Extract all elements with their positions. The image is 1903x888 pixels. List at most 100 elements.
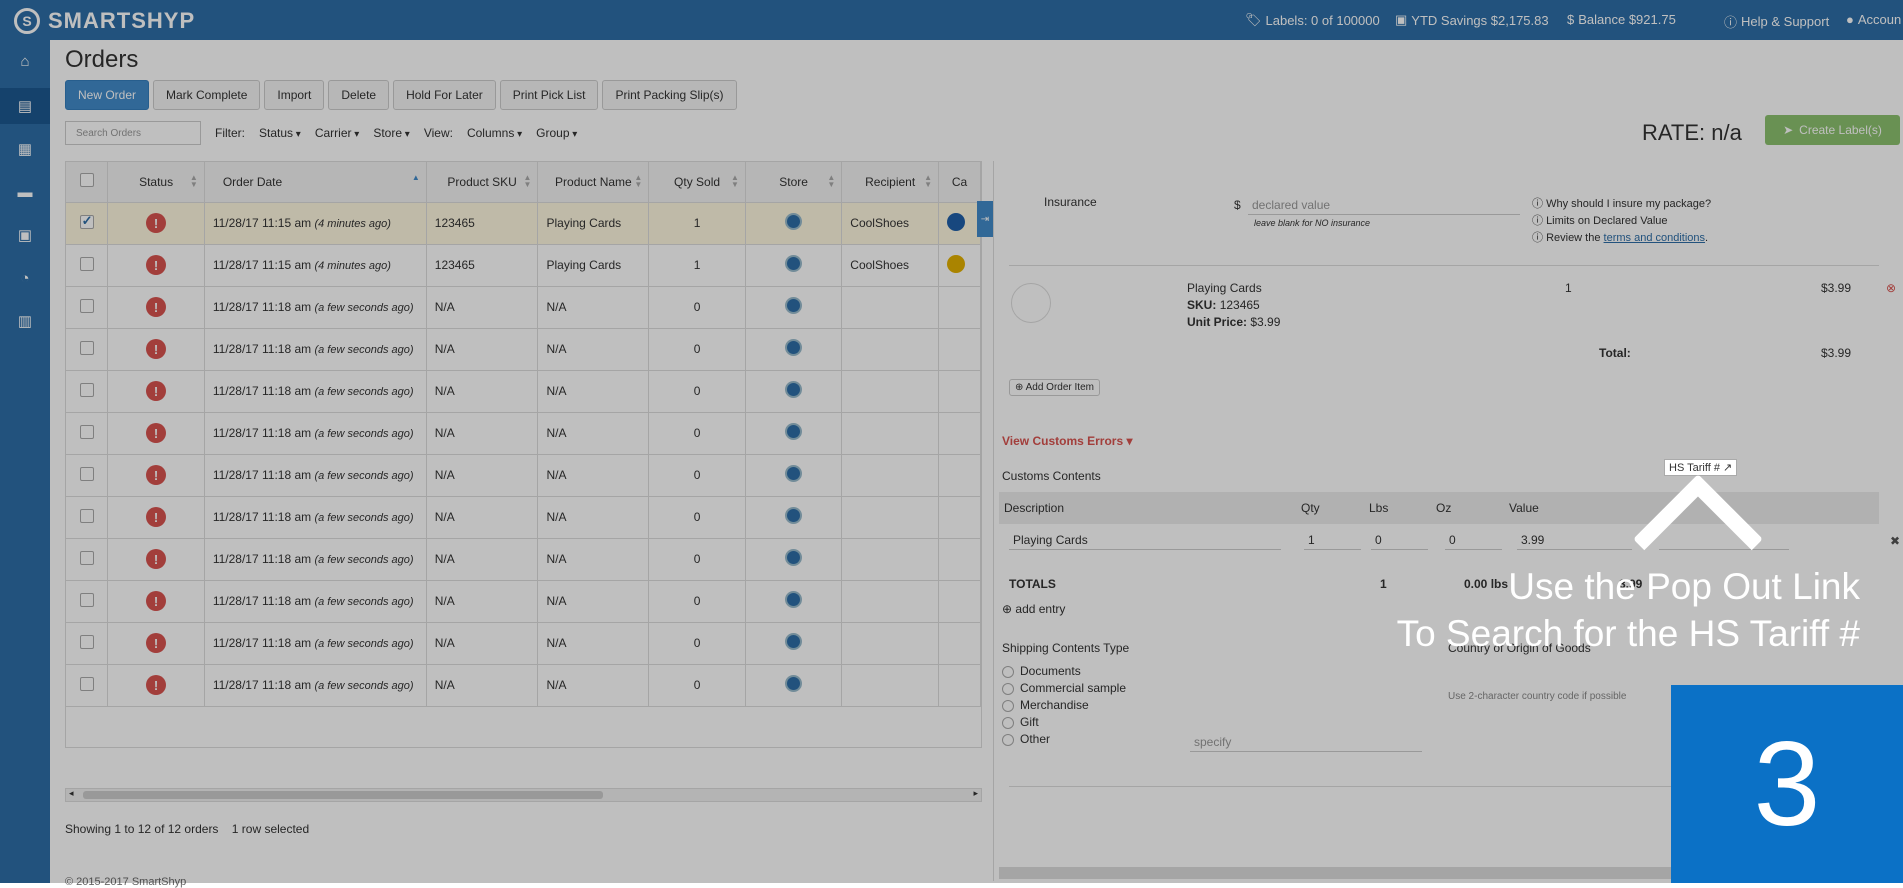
row-select-cell[interactable]	[66, 664, 109, 707]
col-product-name[interactable]: Product Name ▲ ▼	[537, 162, 650, 203]
row-checkbox[interactable]	[79, 340, 94, 355]
table-row[interactable]: ! 11/28/17 11:18 am (a few seconds ago) N/…	[66, 580, 981, 623]
col-order-date[interactable]: Order Date ▲	[204, 162, 427, 203]
customs-lbs-input[interactable]: 0	[1371, 531, 1428, 550]
radio-button[interactable]	[1002, 665, 1014, 678]
group-dropdown[interactable]: Group	[536, 126, 577, 140]
delete-button[interactable]: Delete	[328, 80, 390, 110]
import-button[interactable]: Import	[264, 80, 325, 110]
table-row[interactable]: ! 11/28/17 11:18 am (a few seconds ago) N/…	[66, 286, 981, 329]
table-row[interactable]: ! 11/28/17 11:15 am (4 minutes ago)123465…	[66, 202, 981, 245]
print-pick-list-button[interactable]: Print Pick List	[499, 80, 599, 110]
row-checkbox[interactable]	[79, 550, 94, 565]
shipping-type-option[interactable]: Gift	[1002, 714, 1126, 731]
table-row[interactable]: ! 11/28/17 11:15 am (4 minutes ago)123465…	[66, 244, 981, 287]
search-orders-input[interactable]: Search Orders	[65, 121, 201, 145]
table-row[interactable]: ! 11/28/17 11:18 am (a few seconds ago) N/…	[66, 328, 981, 371]
customs-oz-input[interactable]: 0	[1445, 531, 1502, 550]
row-select-cell[interactable]	[66, 244, 109, 287]
row-checkbox[interactable]	[79, 676, 94, 691]
cart-icon[interactable]: ▥	[17, 313, 33, 330]
expand-panel-icon[interactable]: ⇥	[977, 201, 993, 237]
row-checkbox[interactable]	[79, 592, 94, 607]
select-all-header[interactable]	[66, 162, 109, 203]
add-entry-link[interactable]: ⊕ add entry	[1002, 602, 1066, 616]
row-checkbox[interactable]	[79, 424, 94, 439]
terms-link[interactable]: terms and conditions	[1603, 232, 1706, 244]
insurance-value-input[interactable]: declared value	[1248, 196, 1520, 215]
balance[interactable]: $ Balance $921.75	[1567, 12, 1676, 27]
customs-description-input[interactable]: Playing Cards	[1009, 531, 1281, 550]
customs-value-input[interactable]: 3.99	[1517, 531, 1632, 550]
scroll-right-icon[interactable]: ▸	[973, 788, 978, 798]
home-icon[interactable]: ⌂	[20, 52, 30, 70]
table-row[interactable]: ! 11/28/17 11:18 am (a few seconds ago) N/…	[66, 538, 981, 581]
trash-icon[interactable]: ✖	[1890, 534, 1901, 548]
row-checkbox[interactable]	[79, 466, 94, 481]
row-checkbox[interactable]	[79, 634, 94, 649]
select-all-checkbox[interactable]	[79, 173, 94, 188]
row-select-cell[interactable]	[66, 580, 109, 623]
row-select-cell[interactable]	[66, 538, 109, 581]
truck-icon[interactable]: ▬	[17, 183, 33, 201]
address-book-icon[interactable]: ▣	[17, 227, 33, 244]
radio-button[interactable]	[1002, 682, 1014, 695]
add-order-item-button[interactable]: ⊕ Add Order Item	[1009, 379, 1100, 396]
radio-button[interactable]	[1002, 699, 1014, 712]
col-recipient[interactable]: Recipient ▲ ▼	[841, 162, 940, 203]
table-row[interactable]: ! 11/28/17 11:18 am (a few seconds ago) N/…	[66, 412, 981, 455]
col-carrier[interactable]: Ca	[938, 162, 981, 203]
pie-chart-icon[interactable]: ◔	[20, 269, 30, 287]
orders-basket-icon[interactable]: ▤	[0, 88, 50, 124]
labels-count[interactable]: 🏷 Labels: 0 of 100000	[1245, 12, 1380, 28]
radio-button[interactable]	[1002, 733, 1014, 746]
table-row[interactable]: ! 11/28/17 11:18 am (a few seconds ago) N/…	[66, 496, 981, 539]
row-select-cell[interactable]	[66, 286, 109, 329]
limits-link[interactable]: ⓘ Limits on Declared Value	[1532, 215, 1668, 227]
shipping-type-option[interactable]: Commercial sample	[1002, 680, 1126, 697]
grid-horizontal-scrollbar[interactable]: ◂ ▸	[65, 788, 982, 802]
store-filter-dropdown[interactable]: Store	[373, 126, 410, 140]
ytd-savings[interactable]: ▣ YTD Savings $2,175.83	[1395, 12, 1549, 28]
row-checkbox[interactable]	[79, 508, 94, 523]
carrier-filter-dropdown[interactable]: Carrier	[315, 126, 359, 140]
status-filter-dropdown[interactable]: Status	[259, 126, 301, 140]
row-checkbox[interactable]	[79, 382, 94, 397]
table-row[interactable]: ! 11/28/17 11:18 am (a few seconds ago) N/…	[66, 664, 981, 707]
row-checkbox[interactable]	[79, 213, 94, 229]
customs-qty-input[interactable]: 1	[1304, 531, 1361, 550]
item-qty[interactable]: 1	[1565, 281, 1572, 295]
columns-dropdown[interactable]: Columns	[467, 126, 522, 140]
hs-tariff-input[interactable]	[1659, 531, 1789, 550]
panel-horizontal-scrollbar[interactable]	[999, 867, 1699, 879]
row-checkbox[interactable]	[79, 298, 94, 313]
col-store[interactable]: Store ▲ ▼	[745, 162, 843, 203]
row-checkbox[interactable]	[79, 256, 94, 271]
hold-for-later-button[interactable]: Hold For Later	[393, 80, 496, 110]
radio-button[interactable]	[1002, 716, 1014, 729]
mark-complete-button[interactable]: Mark Complete	[153, 80, 261, 110]
col-qty-sold[interactable]: Qty Sold ▲ ▼	[648, 162, 746, 203]
print-packing-slips-button[interactable]: Print Packing Slip(s)	[602, 80, 737, 110]
scroll-left-icon[interactable]: ◂	[69, 788, 74, 798]
account-menu[interactable]: ● Accoun	[1846, 12, 1902, 27]
view-customs-errors-toggle[interactable]: View Customs Errors ▾	[1002, 434, 1133, 448]
row-select-cell[interactable]	[66, 370, 109, 413]
shipping-type-option[interactable]: Other	[1002, 731, 1126, 748]
col-product-sku[interactable]: Product SKU ▲ ▼	[426, 162, 539, 203]
shipping-type-option[interactable]: Merchandise	[1002, 697, 1126, 714]
row-select-cell[interactable]	[66, 412, 109, 455]
table-row[interactable]: ! 11/28/17 11:18 am (a few seconds ago) N/…	[66, 622, 981, 665]
row-select-cell[interactable]	[66, 328, 109, 371]
table-row[interactable]: ! 11/28/17 11:18 am (a few seconds ago) N/…	[66, 370, 981, 413]
table-row[interactable]: ! 11/28/17 11:18 am (a few seconds ago) N/…	[66, 454, 981, 497]
calendar-icon[interactable]: ▦	[17, 141, 33, 158]
row-select-cell[interactable]	[66, 454, 109, 497]
remove-item-icon[interactable]: ⊗	[1886, 281, 1897, 295]
brand-logo[interactable]: S SMARTSHYP	[14, 8, 195, 34]
col-status[interactable]: Status ▲ ▼	[107, 162, 205, 203]
new-order-button[interactable]: New Order	[65, 80, 150, 110]
row-select-cell[interactable]	[66, 202, 109, 245]
specify-input[interactable]: specify	[1190, 733, 1422, 752]
scrollbar-thumb[interactable]	[83, 791, 603, 799]
